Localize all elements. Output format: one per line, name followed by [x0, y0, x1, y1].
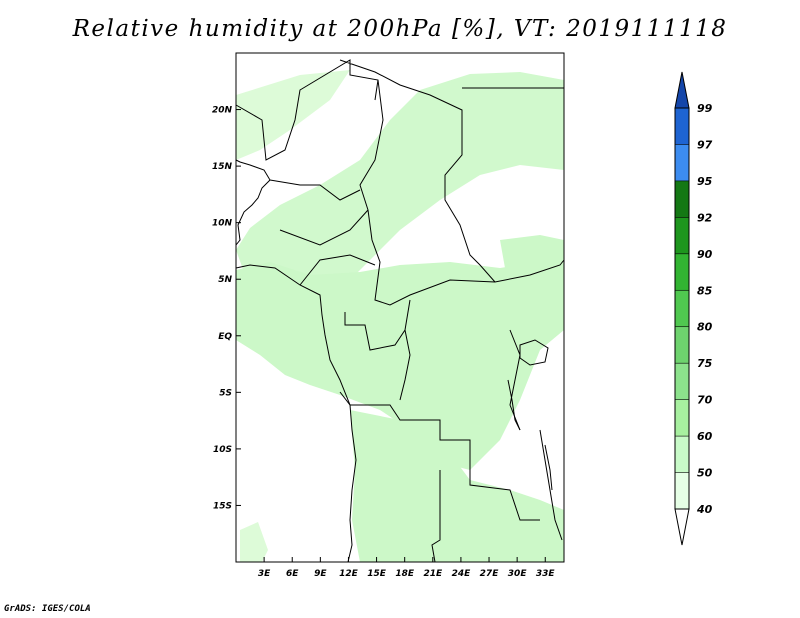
lon-tick-label: 21E: [423, 569, 443, 579]
longitude-axis: 3E 6E 9E 12E 15E 18E 21E 24E 27E 30E 33E: [258, 557, 556, 579]
colorbar-segment: [675, 108, 689, 145]
colorbar-label: 97: [697, 138, 713, 151]
colorbar-label: 80: [697, 321, 713, 334]
lon-tick-label: 27E: [480, 569, 500, 579]
lat-tick-label: 5S: [219, 388, 232, 398]
lat-tick-label: 15S: [213, 501, 232, 511]
lon-tick-label: 3E: [258, 569, 271, 579]
lake-tanganyika: [507, 379, 521, 431]
colorbar-label: 85: [697, 284, 713, 297]
lake-malawi: [544, 444, 553, 491]
lon-tick-label: 12E: [339, 569, 359, 579]
colorbar-label: 60: [697, 430, 713, 443]
humidity-congo: [236, 258, 564, 470]
humidity-southwest: [240, 522, 268, 562]
humidity-band-northwest: [236, 70, 350, 160]
lon-tick-label: 33E: [536, 569, 556, 579]
colorbar-segment: [675, 290, 689, 327]
map-frame: [235, 52, 565, 563]
lon-tick-label: 24E: [452, 569, 472, 579]
colorbar-label: 40: [696, 503, 713, 516]
colorbar-segment: [675, 144, 689, 181]
colorbar-label: 99: [697, 102, 713, 115]
colorbar-segment: [675, 253, 689, 291]
border-lines: [235, 59, 565, 563]
colorbar-label: 95: [697, 175, 713, 188]
map-title: Relative humidity at 200hPa [%], VT: 201…: [72, 16, 728, 42]
humidity-shading: [236, 70, 564, 562]
lon-tick-label: 9E: [314, 569, 327, 579]
lat-tick-label: 10N: [212, 219, 233, 229]
lat-tick-label: 10S: [213, 445, 232, 455]
lon-tick-label: 15E: [367, 569, 387, 579]
lat-tick-label: EQ: [218, 332, 232, 342]
coastline-west: [235, 159, 357, 563]
lon-tick-label: 6E: [286, 569, 299, 579]
colorbar-segment: [675, 472, 689, 509]
lake-victoria: [519, 339, 549, 366]
colorbar-segment: [675, 326, 689, 364]
humidity-band-north: [236, 72, 564, 300]
colorbar: 40 50 60 70 75 80 85 90 92 95 97 99: [674, 71, 713, 546]
colorbar-label: 90: [697, 248, 713, 261]
colorbar-min-arrow: [674, 508, 690, 546]
colorbar-max-arrow: [674, 71, 690, 109]
lon-tick-label: 18E: [395, 569, 415, 579]
colorbar-segment: [675, 436, 689, 473]
colorbar-segment: [675, 363, 689, 400]
lat-tick-label: 15N: [212, 162, 233, 172]
latitude-axis: 20N 15N 10N 5N EQ 5S 10S 15S: [212, 106, 241, 511]
colorbar-segment: [675, 217, 689, 254]
humidity-south: [350, 410, 564, 562]
colorbar-label: 70: [697, 394, 713, 407]
boundaries: [235, 59, 565, 563]
colorbar-segment: [675, 180, 689, 218]
colorbar-label: 50: [697, 467, 713, 480]
lon-tick-label: 30E: [508, 569, 528, 579]
colorbar-segment: [675, 399, 689, 437]
colorbar-label: 75: [697, 357, 713, 370]
grads-credit: GrADS: IGES/COLA: [4, 604, 91, 614]
lat-tick-label: 20N: [212, 106, 233, 116]
colorbar-label: 92: [697, 211, 713, 224]
lat-tick-label: 5N: [218, 275, 232, 285]
